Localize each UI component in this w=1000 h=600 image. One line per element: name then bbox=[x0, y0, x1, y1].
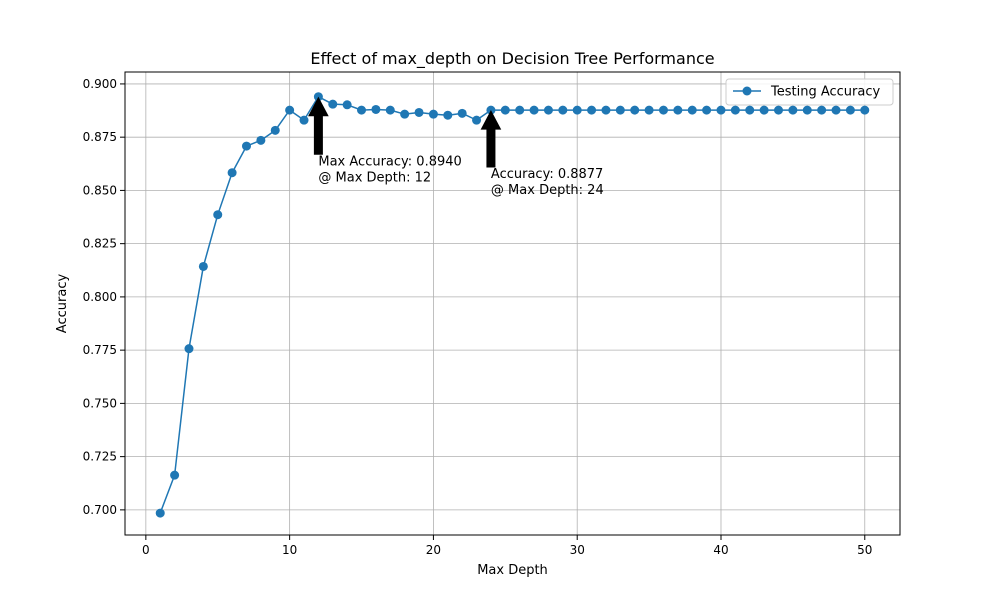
legend: Testing Accuracy bbox=[725, 78, 894, 106]
data-point bbox=[673, 105, 683, 115]
annotation-text: Accuracy: 0.8877 bbox=[491, 167, 603, 182]
data-point bbox=[615, 105, 625, 115]
data-point bbox=[170, 470, 180, 480]
annotation-text: @ Max Depth: 24 bbox=[491, 183, 604, 198]
y-tick-label: 0.775 bbox=[83, 343, 117, 357]
data-point bbox=[802, 105, 812, 115]
annotation-arrow bbox=[308, 96, 329, 155]
data-point bbox=[687, 105, 697, 115]
data-point bbox=[198, 261, 208, 271]
legend-label: Testing Accuracy bbox=[770, 85, 880, 100]
y-axis-label: Accuracy bbox=[55, 274, 70, 334]
x-tick-label: 30 bbox=[570, 543, 585, 557]
annotation-text: @ Max Depth: 12 bbox=[318, 170, 431, 185]
grid bbox=[125, 72, 900, 535]
data-point bbox=[184, 344, 194, 354]
series-layer bbox=[155, 92, 870, 518]
data-point bbox=[342, 100, 352, 110]
x-tick-label: 50 bbox=[857, 543, 872, 557]
x-tick-label: 10 bbox=[282, 543, 297, 557]
data-point bbox=[155, 508, 165, 518]
data-point bbox=[845, 105, 855, 115]
data-point bbox=[457, 108, 467, 118]
data-point bbox=[601, 105, 611, 115]
data-point bbox=[730, 105, 740, 115]
annotation-arrow bbox=[480, 110, 502, 168]
data-point bbox=[414, 107, 424, 117]
data-point bbox=[428, 109, 438, 119]
data-point bbox=[558, 105, 568, 115]
x-tick-label: 40 bbox=[713, 543, 728, 557]
data-point bbox=[256, 135, 266, 145]
data-point bbox=[630, 105, 640, 115]
data-point bbox=[515, 105, 525, 115]
legend-box bbox=[725, 78, 894, 106]
data-point bbox=[745, 105, 755, 115]
data-point bbox=[371, 104, 381, 114]
y-tick-label: 0.825 bbox=[83, 237, 117, 251]
data-point bbox=[472, 115, 482, 125]
y-tick-label: 0.700 bbox=[83, 503, 117, 517]
data-point bbox=[774, 105, 784, 115]
y-tick-label: 0.875 bbox=[83, 130, 117, 144]
data-point bbox=[299, 115, 309, 125]
data-point bbox=[702, 105, 712, 115]
data-point bbox=[285, 105, 295, 115]
data-point bbox=[443, 110, 453, 120]
y-tick-label: 0.750 bbox=[83, 396, 117, 410]
y-tick-label: 0.900 bbox=[83, 77, 117, 91]
x-tick-label: 0 bbox=[142, 543, 150, 557]
data-point bbox=[759, 105, 769, 115]
data-point bbox=[716, 105, 726, 115]
y-tick-label: 0.800 bbox=[83, 290, 117, 304]
data-point bbox=[385, 105, 395, 115]
x-axis: 0 10 20 30 40 50 bbox=[142, 535, 872, 557]
data-point bbox=[788, 105, 798, 115]
data-point bbox=[213, 210, 223, 220]
chart-title: Effect of max_depth on Decision Tree Per… bbox=[310, 49, 714, 69]
data-point bbox=[529, 105, 539, 115]
data-point bbox=[831, 105, 841, 115]
y-tick-label: 0.725 bbox=[83, 450, 117, 464]
legend-marker bbox=[742, 86, 752, 96]
annotation-layer: Max Accuracy: 0.8940@ Max Depth: 12 Accur… bbox=[308, 96, 604, 198]
y-tick-label: 0.850 bbox=[83, 183, 117, 197]
data-point bbox=[241, 141, 251, 151]
y-axis: 0.700 0.725 0.750 0.775 0.800 0.825 0.850 0.875… bbox=[83, 77, 125, 517]
x-axis-label: Max Depth bbox=[477, 563, 548, 578]
data-point bbox=[543, 105, 553, 115]
data-point bbox=[500, 105, 510, 115]
annotation-text: Max Accuracy: 0.8940 bbox=[318, 154, 461, 169]
data-point bbox=[658, 105, 668, 115]
data-point bbox=[587, 105, 597, 115]
data-point bbox=[572, 105, 582, 115]
data-point bbox=[644, 105, 654, 115]
data-point bbox=[400, 109, 410, 119]
data-point bbox=[270, 125, 280, 135]
data-point bbox=[817, 105, 827, 115]
data-point bbox=[860, 105, 870, 115]
data-point bbox=[357, 105, 367, 115]
data-point bbox=[328, 99, 338, 109]
plot-frame bbox=[124, 71, 901, 536]
x-tick-label: 20 bbox=[426, 543, 441, 557]
data-point bbox=[227, 168, 237, 178]
